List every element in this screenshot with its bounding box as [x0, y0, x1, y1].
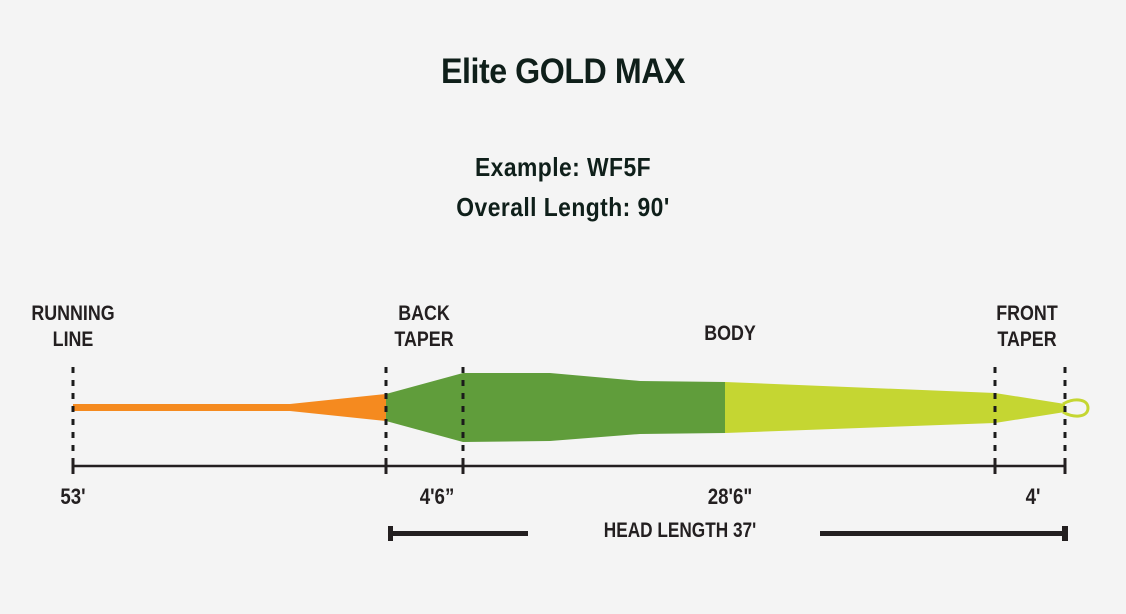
label-front-taper-1: FRONT	[996, 302, 1058, 325]
length-front-taper: 4'	[1025, 484, 1041, 509]
label-back-taper-1: BACK	[398, 302, 450, 325]
label-front-taper-2: TAPER	[997, 328, 1057, 351]
back-taper-shape	[386, 373, 725, 442]
section-dividers	[71, 367, 1067, 462]
front-body-shape	[725, 382, 1065, 433]
overall-length: Overall Length: 90'	[456, 192, 670, 222]
label-body-1: BODY	[704, 322, 756, 345]
label-body: BODY	[679, 321, 781, 347]
label-running-line-1: RUNNING	[31, 302, 115, 325]
loop-icon	[1062, 398, 1090, 418]
measurement-axis	[71, 458, 1067, 474]
label-back-taper-2: TAPER	[394, 328, 454, 351]
page-title: Elite GOLD MAX	[440, 52, 686, 91]
label-running-line: RUNNING LINE	[22, 301, 124, 353]
label-front-taper: FRONT TAPER	[976, 301, 1078, 353]
running-line-shape	[73, 394, 386, 421]
example-line-type: Example: WF5F	[474, 152, 652, 182]
head-length-label: HEAD LENGTH 37'	[603, 519, 757, 542]
head-length-bracket	[388, 526, 1068, 541]
label-back-taper: BACK TAPER	[373, 301, 475, 353]
length-body: 28'6"	[707, 484, 753, 509]
label-running-line-2: LINE	[52, 328, 94, 351]
length-back-taper: 4'6”	[419, 484, 455, 509]
length-running-line: 53'	[60, 484, 86, 509]
